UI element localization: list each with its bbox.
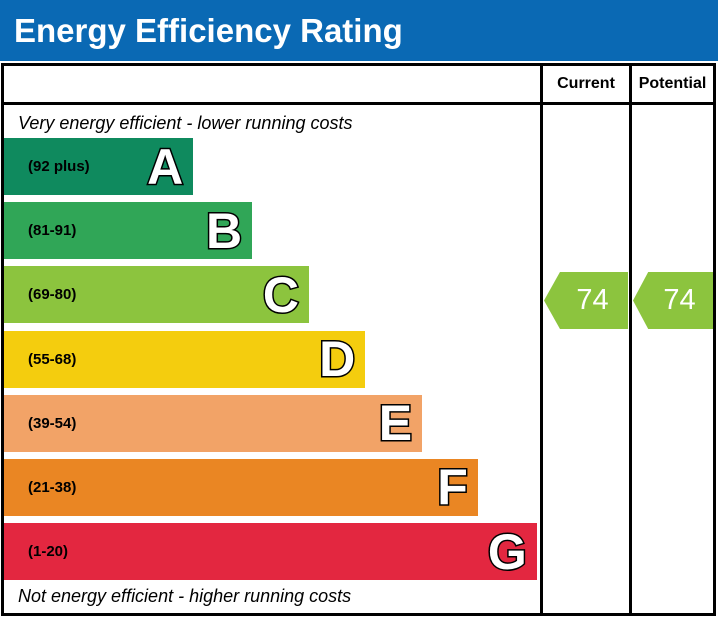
potential-rating-value: 74 xyxy=(663,284,696,316)
band-range-label: (21-38) xyxy=(28,478,77,496)
band-row: (39-54) E xyxy=(4,394,423,452)
band-range-label: (1-20) xyxy=(28,543,69,561)
ratings-column: Very energy efficient - lower running co… xyxy=(4,66,540,613)
current-column-header: Current xyxy=(543,66,629,105)
band-letter: D xyxy=(318,331,357,388)
bands-container: (92 plus) A (81-91) B (69-80) C (55-68) … xyxy=(4,138,540,587)
potential-column-body: 74 xyxy=(632,105,713,613)
current-rating-arrow: 74 xyxy=(544,272,628,329)
band-letter: B xyxy=(205,202,244,259)
band-row: (55-68) D xyxy=(4,330,366,388)
band-range-label: (69-80) xyxy=(28,286,77,304)
ratings-column-header xyxy=(4,66,540,105)
band-row: (21-38) F xyxy=(4,458,478,516)
current-rating-value: 74 xyxy=(576,284,609,316)
potential-column: Potential 74 xyxy=(629,66,713,613)
band-range-label: (39-54) xyxy=(28,414,77,432)
band-letter: A xyxy=(146,138,185,195)
top-note: Very energy efficient - lower running co… xyxy=(18,113,353,133)
potential-column-header: Potential xyxy=(632,66,713,105)
page-title: Energy Efficiency Rating xyxy=(14,11,403,49)
bottom-note: Not energy efficient - higher running co… xyxy=(18,586,352,606)
current-column: Current 74 xyxy=(540,66,629,613)
band-row: (1-20) G xyxy=(4,523,537,581)
rating-table: Very energy efficient - lower running co… xyxy=(1,63,716,616)
band-row: (92 plus) A xyxy=(4,138,194,195)
band-letter: E xyxy=(377,395,413,452)
band-letter: G xyxy=(486,523,528,580)
band-letter: F xyxy=(436,459,470,516)
band-range-label: (55-68) xyxy=(28,350,77,368)
ratings-column-body: Very energy efficient - lower running co… xyxy=(4,105,540,613)
page-title-bar: Energy Efficiency Rating xyxy=(0,0,718,61)
current-column-body: 74 xyxy=(543,105,629,613)
potential-rating-arrow: 74 xyxy=(633,272,713,329)
band-row: (81-91) B xyxy=(4,202,253,260)
band-row: (69-80) C xyxy=(4,266,309,324)
band-range-label: (92 plus) xyxy=(28,158,90,175)
band-range-label: (81-91) xyxy=(28,222,77,240)
band-letter: C xyxy=(261,266,300,323)
